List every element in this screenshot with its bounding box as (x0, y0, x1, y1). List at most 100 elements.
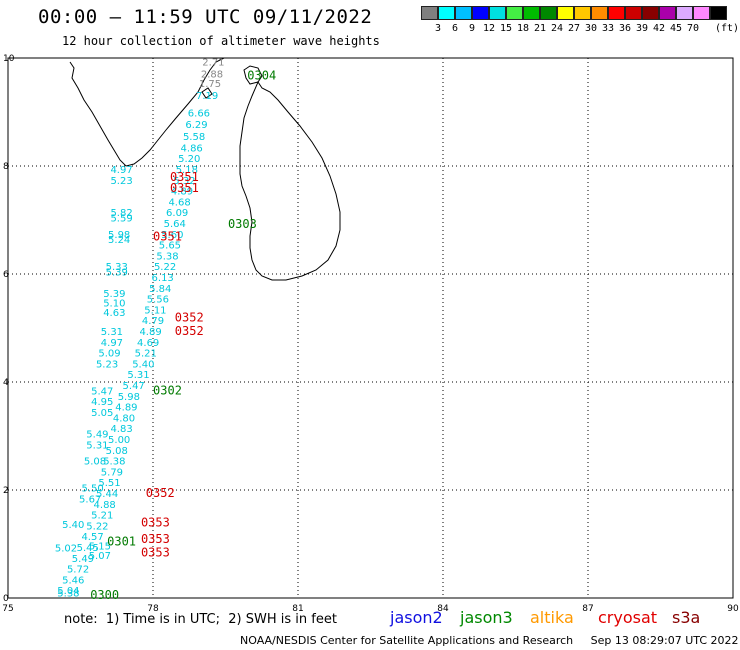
wave-height-value: 6.09 (166, 208, 188, 219)
scale-swatch (676, 6, 693, 20)
india-coastline (69, 57, 225, 167)
scale-label: 21 (533, 23, 547, 34)
y-tick-label: 0 (3, 594, 9, 604)
scale-label: 33 (601, 23, 615, 34)
wave-height-value: 5.08 (84, 457, 106, 468)
wave-height-value: 5.44 (96, 489, 118, 500)
y-tick-label: 6 (3, 270, 9, 280)
wave-height-value: 5.47 (91, 386, 113, 397)
wave-height-value: 5.08 (106, 446, 128, 457)
wave-height-value: 5.98 (118, 392, 140, 403)
wave-height-value: 5.40 (62, 520, 84, 531)
scale-swatch (523, 6, 540, 20)
footer-note: note: 1) Time is in UTC; 2) SWH is in fe… (64, 612, 337, 627)
wave-height-value: 5.47 (123, 381, 145, 392)
scale-label: 6 (451, 23, 459, 34)
wave-height-value: 5.33 (106, 262, 128, 273)
scale-label: 18 (516, 23, 530, 34)
pass-time-label: 0300 (90, 588, 119, 602)
wave-height-value: 5.46 (62, 575, 84, 586)
pass-time-label: 0353 (141, 545, 170, 559)
wave-height-value: 5.50 (81, 484, 103, 495)
scale-swatch (421, 6, 438, 20)
wave-height-value: 5.49 (86, 430, 108, 441)
wave-height-value: 5.49 (72, 554, 94, 565)
x-tick-label: 75 (2, 604, 13, 614)
y-tick-label: 8 (3, 162, 9, 172)
x-tick-label: 78 (147, 604, 159, 614)
y-tick-label: 2 (3, 486, 9, 496)
wave-height-value: 5.79 (101, 467, 123, 478)
pass-time-label: 0304 (247, 69, 276, 83)
wave-height-value: 5.32 (173, 176, 195, 187)
pass-time-label: 0351 (170, 181, 199, 195)
wave-height-value: 5.60 (161, 230, 183, 241)
wave-height-value: 6.29 (185, 120, 207, 131)
wave-height-value: 5.58 (183, 132, 205, 143)
wave-height-value: 5.40 (132, 359, 154, 370)
scale-label: 70 (686, 23, 700, 34)
scale-label: 3 (434, 23, 442, 34)
scale-swatch (591, 6, 608, 20)
pass-time-label: 0353 (141, 516, 170, 530)
wave-height-value: 5.09 (98, 349, 120, 360)
wave-height-value: 5.15 (89, 541, 111, 552)
wave-height-value: 4.57 (81, 532, 103, 543)
pass-time-label: 0302 (153, 383, 182, 397)
wave-height-value: 4.83 (110, 424, 132, 435)
scale-swatch (557, 6, 574, 20)
wave-height-value: 5.39 (106, 268, 128, 279)
pass-time-label: 0301 (107, 535, 136, 549)
wave-height-value: 5.18 (176, 165, 198, 176)
wave-height-value: 5.45 (77, 543, 99, 554)
wave-height-value: 5.23 (96, 359, 118, 370)
wave-height-value: 4.95 (91, 397, 113, 408)
scale-swatch (455, 6, 472, 20)
x-tick-label: 81 (292, 604, 303, 614)
wave-height-value: 4.79 (142, 316, 164, 327)
mannar-island-coastline (201, 87, 213, 99)
wave-height-value: 5.72 (67, 565, 89, 576)
scale-swatch (693, 6, 710, 20)
wave-height-value: 5.64 (164, 219, 186, 230)
wave-height-value: 5.38 (57, 588, 79, 599)
wave-height-value: 5.22 (154, 262, 176, 273)
wave-height-value: 5.21 (91, 511, 113, 522)
wave-height-value: 5.84 (149, 284, 171, 295)
scale-label: 42 (652, 23, 666, 34)
satellite-label-jason2: jason2 (390, 608, 443, 627)
scale-swatch (506, 6, 523, 20)
wave-height-value: 5.02 (55, 544, 77, 555)
wave-height-value: 4.68 (168, 197, 190, 208)
map-title: 00:00 – 11:59 UTC 09/11/2022 (38, 6, 373, 28)
wave-height-value: 4.63 (103, 308, 125, 319)
jaffna-peninsula-coastline (243, 65, 263, 85)
wave-height-value: 2.71 (202, 58, 224, 69)
scale-swatch (472, 6, 489, 20)
pass-time-label: 0353 (141, 532, 170, 546)
satellite-label-altika: altika (530, 608, 574, 627)
wave-height-value: 5.23 (110, 176, 132, 187)
scale-swatch (710, 6, 727, 20)
pass-time-label: 0352 (146, 486, 175, 500)
scale-label: 27 (567, 23, 581, 34)
scale-label: 36 (618, 23, 632, 34)
scale-swatch (608, 6, 625, 20)
wave-height-value: 5.31 (127, 370, 149, 381)
scale-swatch (574, 6, 591, 20)
scale-swatch (642, 6, 659, 20)
wave-height-value: 5.98 (108, 230, 130, 241)
wave-height-value: 5.11 (144, 305, 166, 316)
scale-swatch (438, 6, 455, 20)
wave-height-value: 5.10 (103, 298, 125, 309)
wave-height-value: 5.56 (147, 295, 169, 306)
wave-height-value: 4.69 (137, 338, 159, 349)
scale-unit: (ft) (715, 23, 740, 34)
x-tick-label: 87 (582, 604, 593, 614)
pass-time-label: 0352 (175, 311, 204, 325)
wave-height-value: 4.89 (115, 403, 137, 414)
map-frame (7, 57, 734, 599)
wave-height-value: 5.31 (101, 327, 123, 338)
pass-time-label: 0303 (228, 217, 257, 231)
scale-label: 15 (499, 23, 513, 34)
